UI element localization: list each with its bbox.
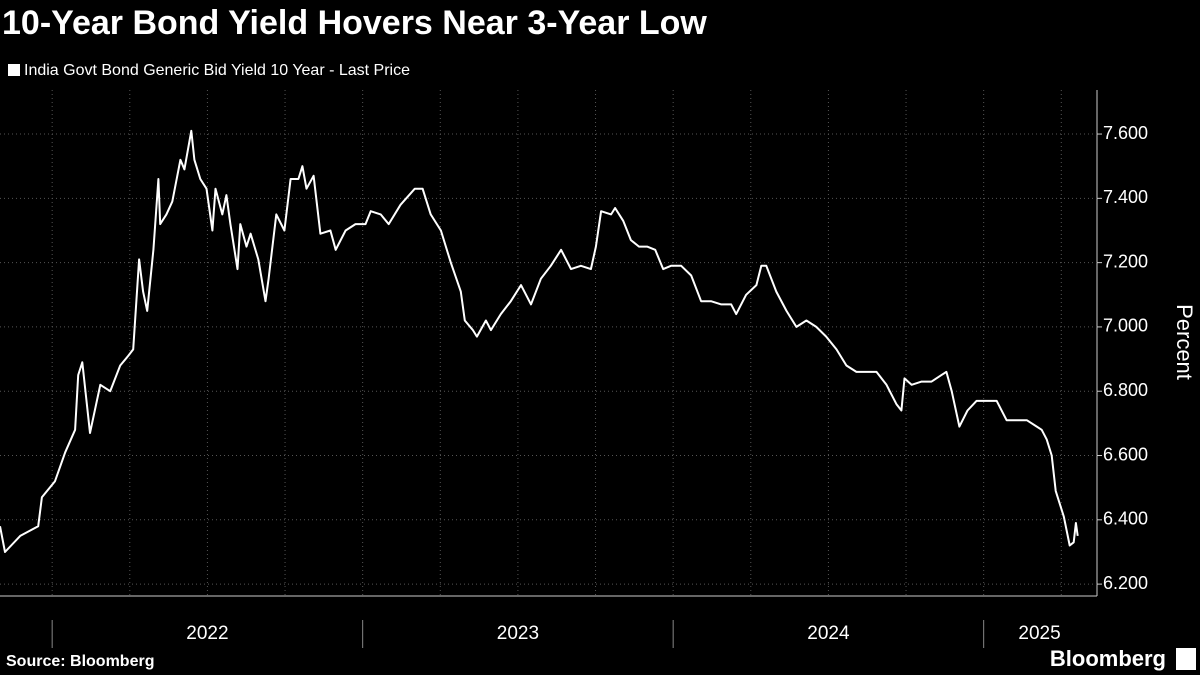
- y-tick-label: 6.200: [1103, 573, 1148, 593]
- y-tick-label: 6.800: [1103, 380, 1148, 400]
- x-tick-label: 2025: [1018, 623, 1060, 644]
- chart-title: 10-Year Bond Yield Hovers Near 3-Year Lo…: [2, 4, 707, 42]
- y-tick-label: 6.600: [1103, 444, 1148, 464]
- y-tick-label: 7.000: [1103, 316, 1148, 336]
- brand-icon: [1176, 648, 1196, 670]
- y-tick-label: 7.200: [1103, 251, 1148, 271]
- legend-swatch: [8, 64, 20, 76]
- legend-label: India Govt Bond Generic Bid Yield 10 Yea…: [24, 62, 410, 79]
- line-series: [0, 129, 1079, 553]
- y-tick-label: 7.400: [1103, 187, 1148, 207]
- x-tick-label: 2023: [497, 623, 539, 644]
- y-axis-label: Percent: [1172, 304, 1197, 380]
- x-tick-label: 2022: [186, 623, 228, 644]
- x-tick-label: 2024: [807, 623, 850, 644]
- y-tick-label: 6.400: [1103, 509, 1148, 529]
- y-tick-label: 7.600: [1103, 123, 1148, 143]
- source-note: Source: Bloomberg: [6, 653, 154, 670]
- brand-logo: Bloomberg: [1050, 646, 1166, 671]
